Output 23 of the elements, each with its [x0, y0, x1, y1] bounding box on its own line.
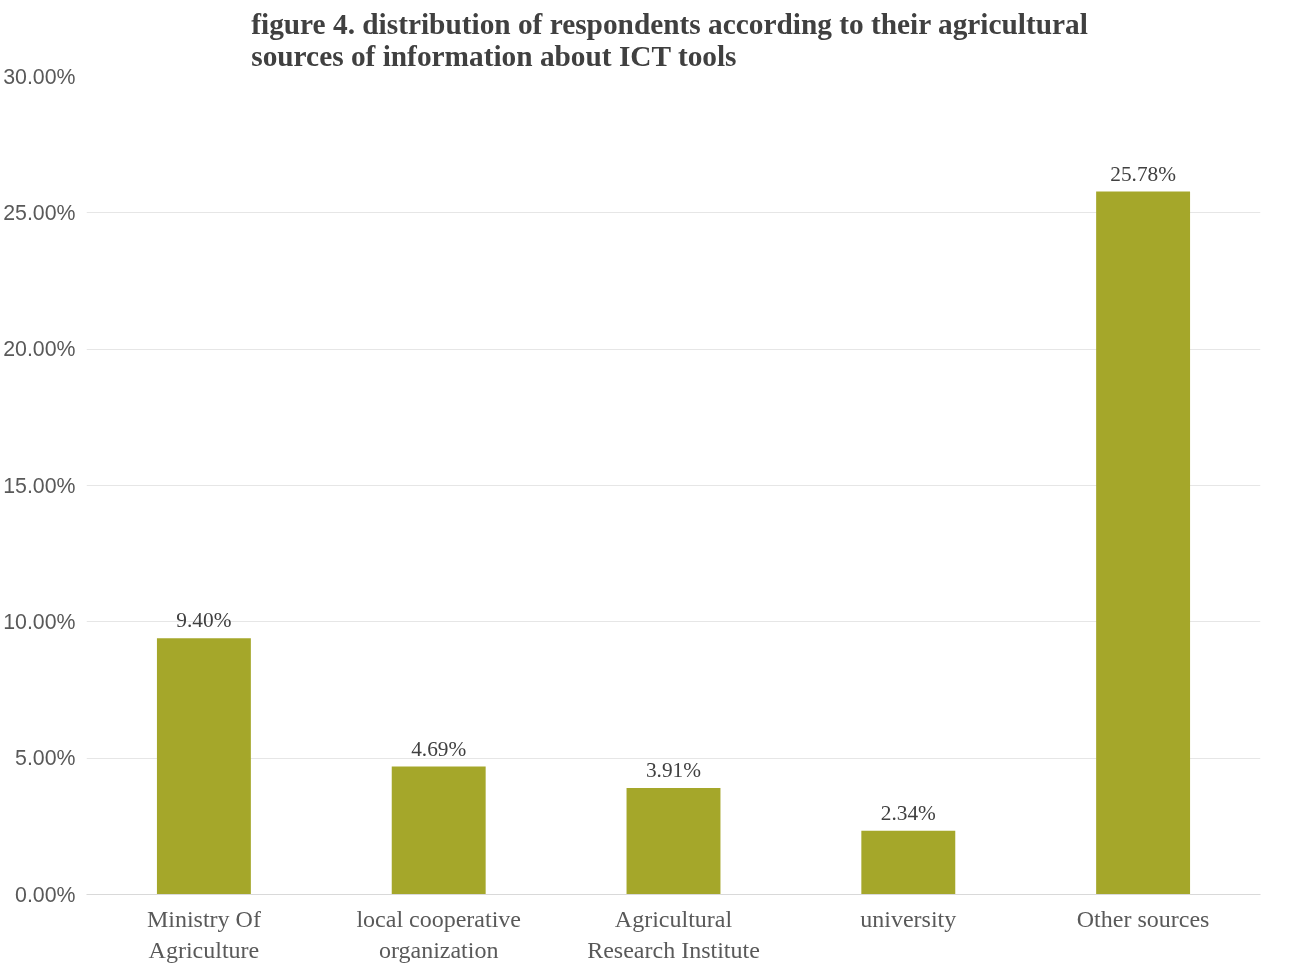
x-tick-label: Other sources	[1076, 905, 1210, 932]
y-tick-label: 20.00%	[3, 337, 76, 362]
x-tick-label: Ministry Of Agriculture	[146, 905, 261, 963]
data-label: 2.34%	[880, 800, 937, 825]
x-tick-label: Agricultural Research Institute	[587, 905, 760, 963]
y-tick-label: 30.00%	[3, 64, 76, 89]
bar	[626, 787, 721, 895]
y-tick-label: 15.00%	[3, 473, 76, 498]
bar	[861, 830, 956, 895]
chart-title: figure 4. distribution of respondents according to their agricultural sources of information about ICT tools	[251, 7, 1088, 72]
x-tick-label: local cooperative organization	[356, 905, 521, 963]
y-tick-label: 10.00%	[3, 609, 76, 634]
data-label: 3.91%	[645, 757, 702, 782]
data-label: 9.40%	[176, 608, 232, 633]
y-tick-label: 5.00%	[15, 746, 76, 771]
bar	[391, 766, 486, 895]
y-tick-label: 25.00%	[3, 200, 76, 225]
bar	[156, 638, 251, 895]
y-tick-label: 0.00%	[15, 882, 76, 907]
bar	[1096, 191, 1191, 895]
data-label: 4.69%	[411, 736, 467, 761]
data-label: 25.78%	[1110, 161, 1177, 186]
x-tick-label: university	[860, 905, 957, 932]
